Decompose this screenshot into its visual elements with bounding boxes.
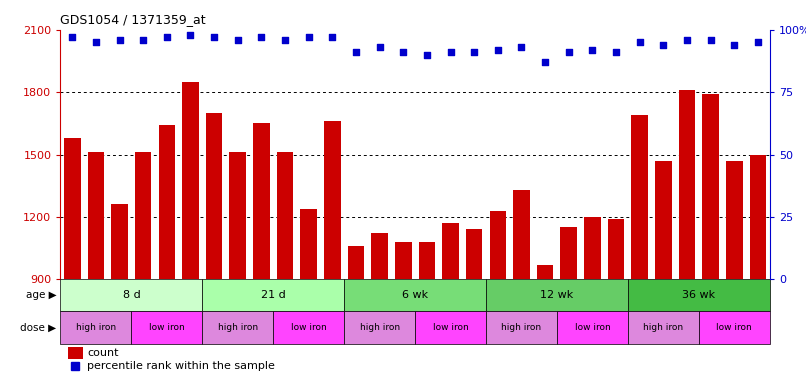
Text: 12 wk: 12 wk: [540, 290, 574, 300]
Text: age ▶: age ▶: [26, 290, 56, 300]
Bar: [253, 123, 270, 279]
Bar: [750, 154, 767, 279]
Point: [160, 34, 173, 40]
Bar: [60, 312, 131, 344]
Point: [113, 37, 126, 43]
Point: [563, 50, 575, 55]
Point: [680, 37, 693, 43]
Point: [397, 50, 409, 55]
Point: [208, 34, 221, 40]
Point: [350, 50, 363, 55]
Text: 8 d: 8 d: [123, 290, 140, 300]
Bar: [324, 122, 341, 279]
Bar: [608, 219, 625, 279]
Point: [515, 44, 528, 50]
Bar: [64, 138, 81, 279]
Point: [184, 32, 197, 38]
Bar: [182, 82, 199, 279]
Text: low iron: low iron: [149, 323, 185, 332]
Text: low iron: low iron: [717, 323, 752, 332]
Text: high iron: high iron: [218, 323, 258, 332]
Bar: [513, 190, 530, 279]
Bar: [347, 246, 364, 279]
Point: [444, 50, 457, 55]
Bar: [418, 242, 435, 279]
Point: [704, 37, 717, 43]
Point: [609, 50, 622, 55]
Bar: [631, 115, 648, 279]
Bar: [230, 153, 246, 279]
Point: [231, 37, 244, 43]
Text: high iron: high iron: [76, 323, 116, 332]
Point: [66, 34, 79, 40]
Text: dose ▶: dose ▶: [20, 322, 56, 333]
Point: [326, 34, 339, 40]
Text: low iron: low iron: [433, 323, 468, 332]
Bar: [537, 264, 554, 279]
Point: [255, 34, 268, 40]
Point: [421, 52, 434, 58]
Bar: [628, 279, 770, 312]
Bar: [344, 312, 415, 344]
Bar: [159, 126, 175, 279]
Text: low iron: low iron: [291, 323, 326, 332]
Text: percentile rank within the sample: percentile rank within the sample: [87, 362, 276, 371]
Bar: [584, 217, 600, 279]
Point: [751, 39, 764, 45]
Bar: [60, 279, 202, 312]
Text: GDS1054 / 1371359_at: GDS1054 / 1371359_at: [60, 13, 206, 26]
Point: [492, 47, 505, 53]
Bar: [628, 312, 699, 344]
Bar: [560, 227, 577, 279]
Text: count: count: [87, 348, 119, 358]
Bar: [273, 312, 344, 344]
Bar: [395, 242, 412, 279]
Text: 6 wk: 6 wk: [402, 290, 428, 300]
Point: [89, 39, 102, 45]
Bar: [466, 229, 483, 279]
Bar: [655, 161, 671, 279]
Text: high iron: high iron: [643, 323, 683, 332]
Bar: [202, 279, 344, 312]
Bar: [699, 312, 770, 344]
Text: high iron: high iron: [359, 323, 400, 332]
Point: [137, 37, 150, 43]
Text: low iron: low iron: [575, 323, 610, 332]
Point: [302, 34, 315, 40]
Bar: [206, 113, 222, 279]
Bar: [344, 279, 486, 312]
Bar: [111, 204, 128, 279]
Bar: [372, 233, 388, 279]
Text: high iron: high iron: [501, 323, 542, 332]
Bar: [301, 209, 317, 279]
Text: 21 d: 21 d: [261, 290, 285, 300]
Bar: [88, 153, 104, 279]
Point: [467, 50, 480, 55]
Bar: [726, 161, 742, 279]
Bar: [486, 312, 557, 344]
Bar: [489, 211, 506, 279]
Bar: [486, 279, 628, 312]
Bar: [68, 346, 83, 359]
Text: 36 wk: 36 wk: [682, 290, 716, 300]
Bar: [415, 312, 486, 344]
Bar: [442, 223, 459, 279]
Point: [538, 59, 551, 65]
Point: [634, 39, 646, 45]
Point: [373, 44, 386, 50]
Bar: [276, 153, 293, 279]
Bar: [135, 153, 152, 279]
Bar: [131, 312, 202, 344]
Point: [657, 42, 670, 48]
Point: [728, 42, 741, 48]
Bar: [702, 94, 719, 279]
Bar: [557, 312, 628, 344]
Bar: [202, 312, 273, 344]
Point: [586, 47, 599, 53]
Point: [279, 37, 292, 43]
Bar: [679, 90, 696, 279]
